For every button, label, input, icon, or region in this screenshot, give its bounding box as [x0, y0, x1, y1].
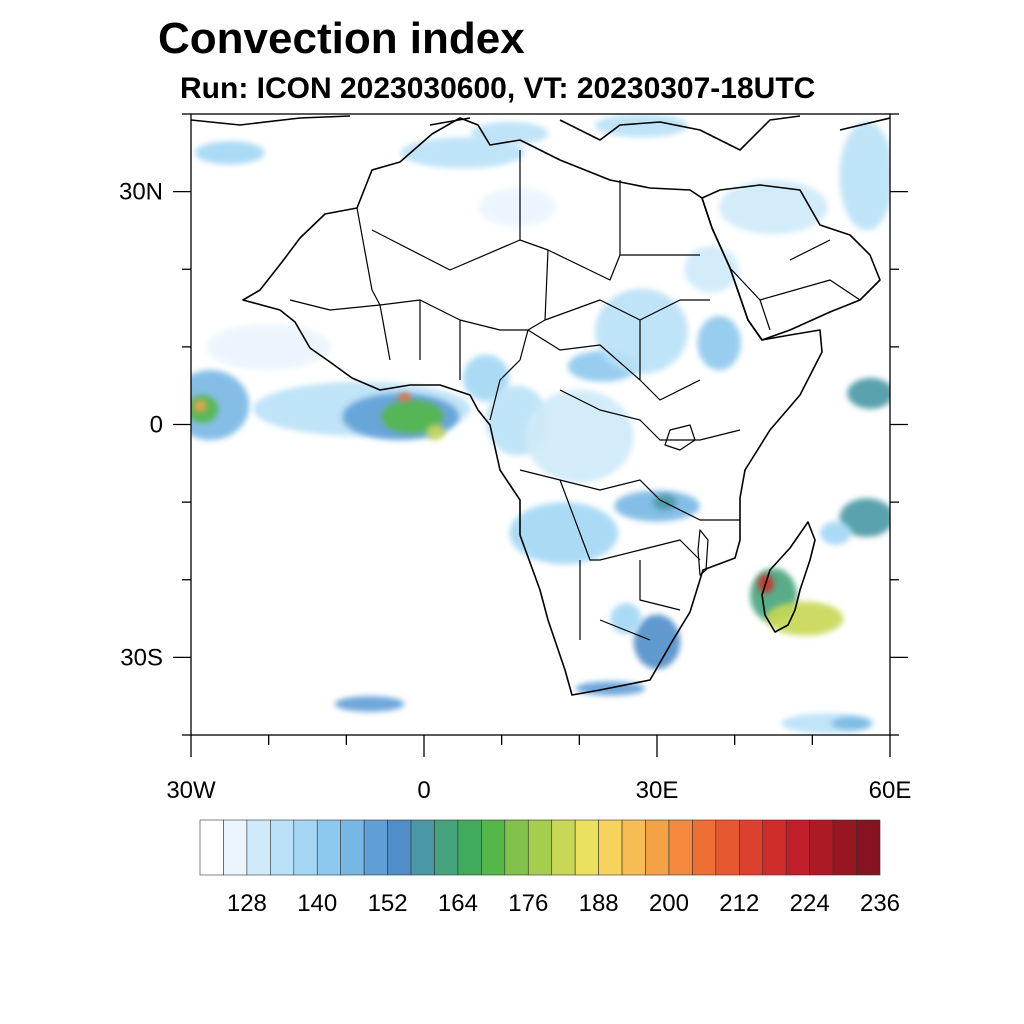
lat-label: 30N: [119, 179, 163, 206]
convection-cell-13: [697, 315, 741, 371]
chart-subtitle: Run: ICON 2023030600, VT: 20230307-18UTC: [180, 72, 816, 105]
map-ticks: [173, 113, 908, 757]
lat-label: 30S: [120, 644, 163, 671]
colorbar-swatch: [739, 819, 764, 876]
colorbar-swatch: [598, 819, 623, 876]
map-tick-labels: 30N 0 30S 30W 0 30E 60E: [119, 179, 911, 804]
colorbar-label: 164: [438, 890, 478, 917]
colorbar-swatch: [223, 819, 248, 876]
lake-victoria: [664, 424, 696, 451]
colorbar-swatch: [621, 819, 646, 876]
colorbar-label: 140: [297, 890, 337, 917]
colorbar-label: 152: [368, 890, 408, 917]
colorbar-label: 236: [860, 890, 900, 917]
coastlines-and-borders: [191, 115, 890, 696]
colorbar-swatch: [246, 819, 271, 876]
colorbar-swatch: [504, 819, 529, 876]
lake-malawi: [697, 529, 709, 576]
colorbar-label: 224: [790, 890, 830, 917]
colorbar-swatch: [715, 819, 740, 876]
colorbar-swatch: [645, 819, 670, 876]
colorbar-swatch: [434, 819, 459, 876]
lat-label: 0: [150, 412, 163, 439]
africa-coastline: [242, 117, 823, 696]
colorbar-swatch: [692, 819, 717, 876]
convection-cell-12: [594, 288, 689, 375]
colorbar-label: 176: [508, 890, 548, 917]
arabia-coastline: [701, 184, 881, 341]
convection-cell-23: [839, 498, 890, 538]
convection-cell-35: [206, 323, 331, 371]
colorbar-swatch: [363, 819, 388, 876]
colorbar-swatch: [340, 819, 365, 876]
colorbar-swatch: [551, 819, 576, 876]
colorbar-swatch: [785, 819, 810, 876]
convection-field: [191, 114, 890, 734]
convection-cell-6: [398, 392, 411, 402]
colorbar-swatch: [574, 819, 599, 876]
colorbar-swatch: [270, 819, 295, 876]
colorbar-swatch: [527, 819, 553, 876]
convection-cell-31: [470, 121, 549, 146]
colorbar-swatch: [293, 819, 318, 876]
convection-cell-2: [194, 399, 207, 413]
convection-cell-24: [847, 377, 890, 409]
colorbar-swatch: [481, 819, 506, 876]
colorbar-label: 200: [649, 890, 689, 917]
convection-cell-10: [524, 389, 634, 483]
convection-cell-25: [820, 521, 852, 545]
convection-cell-32: [334, 696, 405, 712]
lon-label: 60E: [869, 777, 912, 804]
convection-cell-29: [194, 141, 265, 165]
convection-cell-7: [426, 424, 445, 441]
convection-cell-17: [633, 614, 681, 670]
colorbar-label: 212: [719, 890, 759, 917]
lon-label: 30W: [166, 777, 216, 804]
convection-cell-26: [839, 121, 890, 231]
convection-cell-37: [478, 187, 557, 227]
colorbar-swatch: [832, 819, 857, 876]
colorbar-swatch: [809, 819, 834, 876]
colorbar-swatch: [457, 819, 482, 876]
convection-cell-27: [719, 179, 828, 235]
convection-cell-14: [509, 502, 619, 565]
country-borders: [289, 150, 861, 641]
colorbar-swatch: [856, 819, 881, 876]
colorbar: [199, 819, 881, 876]
convection-cell-34: [831, 717, 871, 730]
colorbar-label: 188: [579, 890, 619, 917]
colorbar-swatch: [316, 819, 341, 876]
chart-title: Convection index: [158, 14, 525, 63]
colorbar-label: 128: [227, 890, 267, 917]
europe-coastline: [191, 115, 890, 151]
convection-cell-5: [381, 399, 444, 434]
madagascar-coastline: [761, 521, 816, 633]
colorbar-swatch: [668, 819, 693, 876]
convection-cell-30: [594, 114, 689, 138]
lon-label: 0: [417, 777, 430, 804]
colorbar-swatch: [410, 819, 435, 876]
colorbar-labels: 128 140 152 164 176 188 200 212 224 236: [227, 890, 900, 917]
colorbar-swatch: [387, 819, 412, 876]
colorbar-swatch: [199, 819, 224, 876]
colorbar-swatch: [762, 819, 787, 876]
lon-label: 30E: [636, 777, 679, 804]
convection-cell-18: [610, 603, 642, 635]
